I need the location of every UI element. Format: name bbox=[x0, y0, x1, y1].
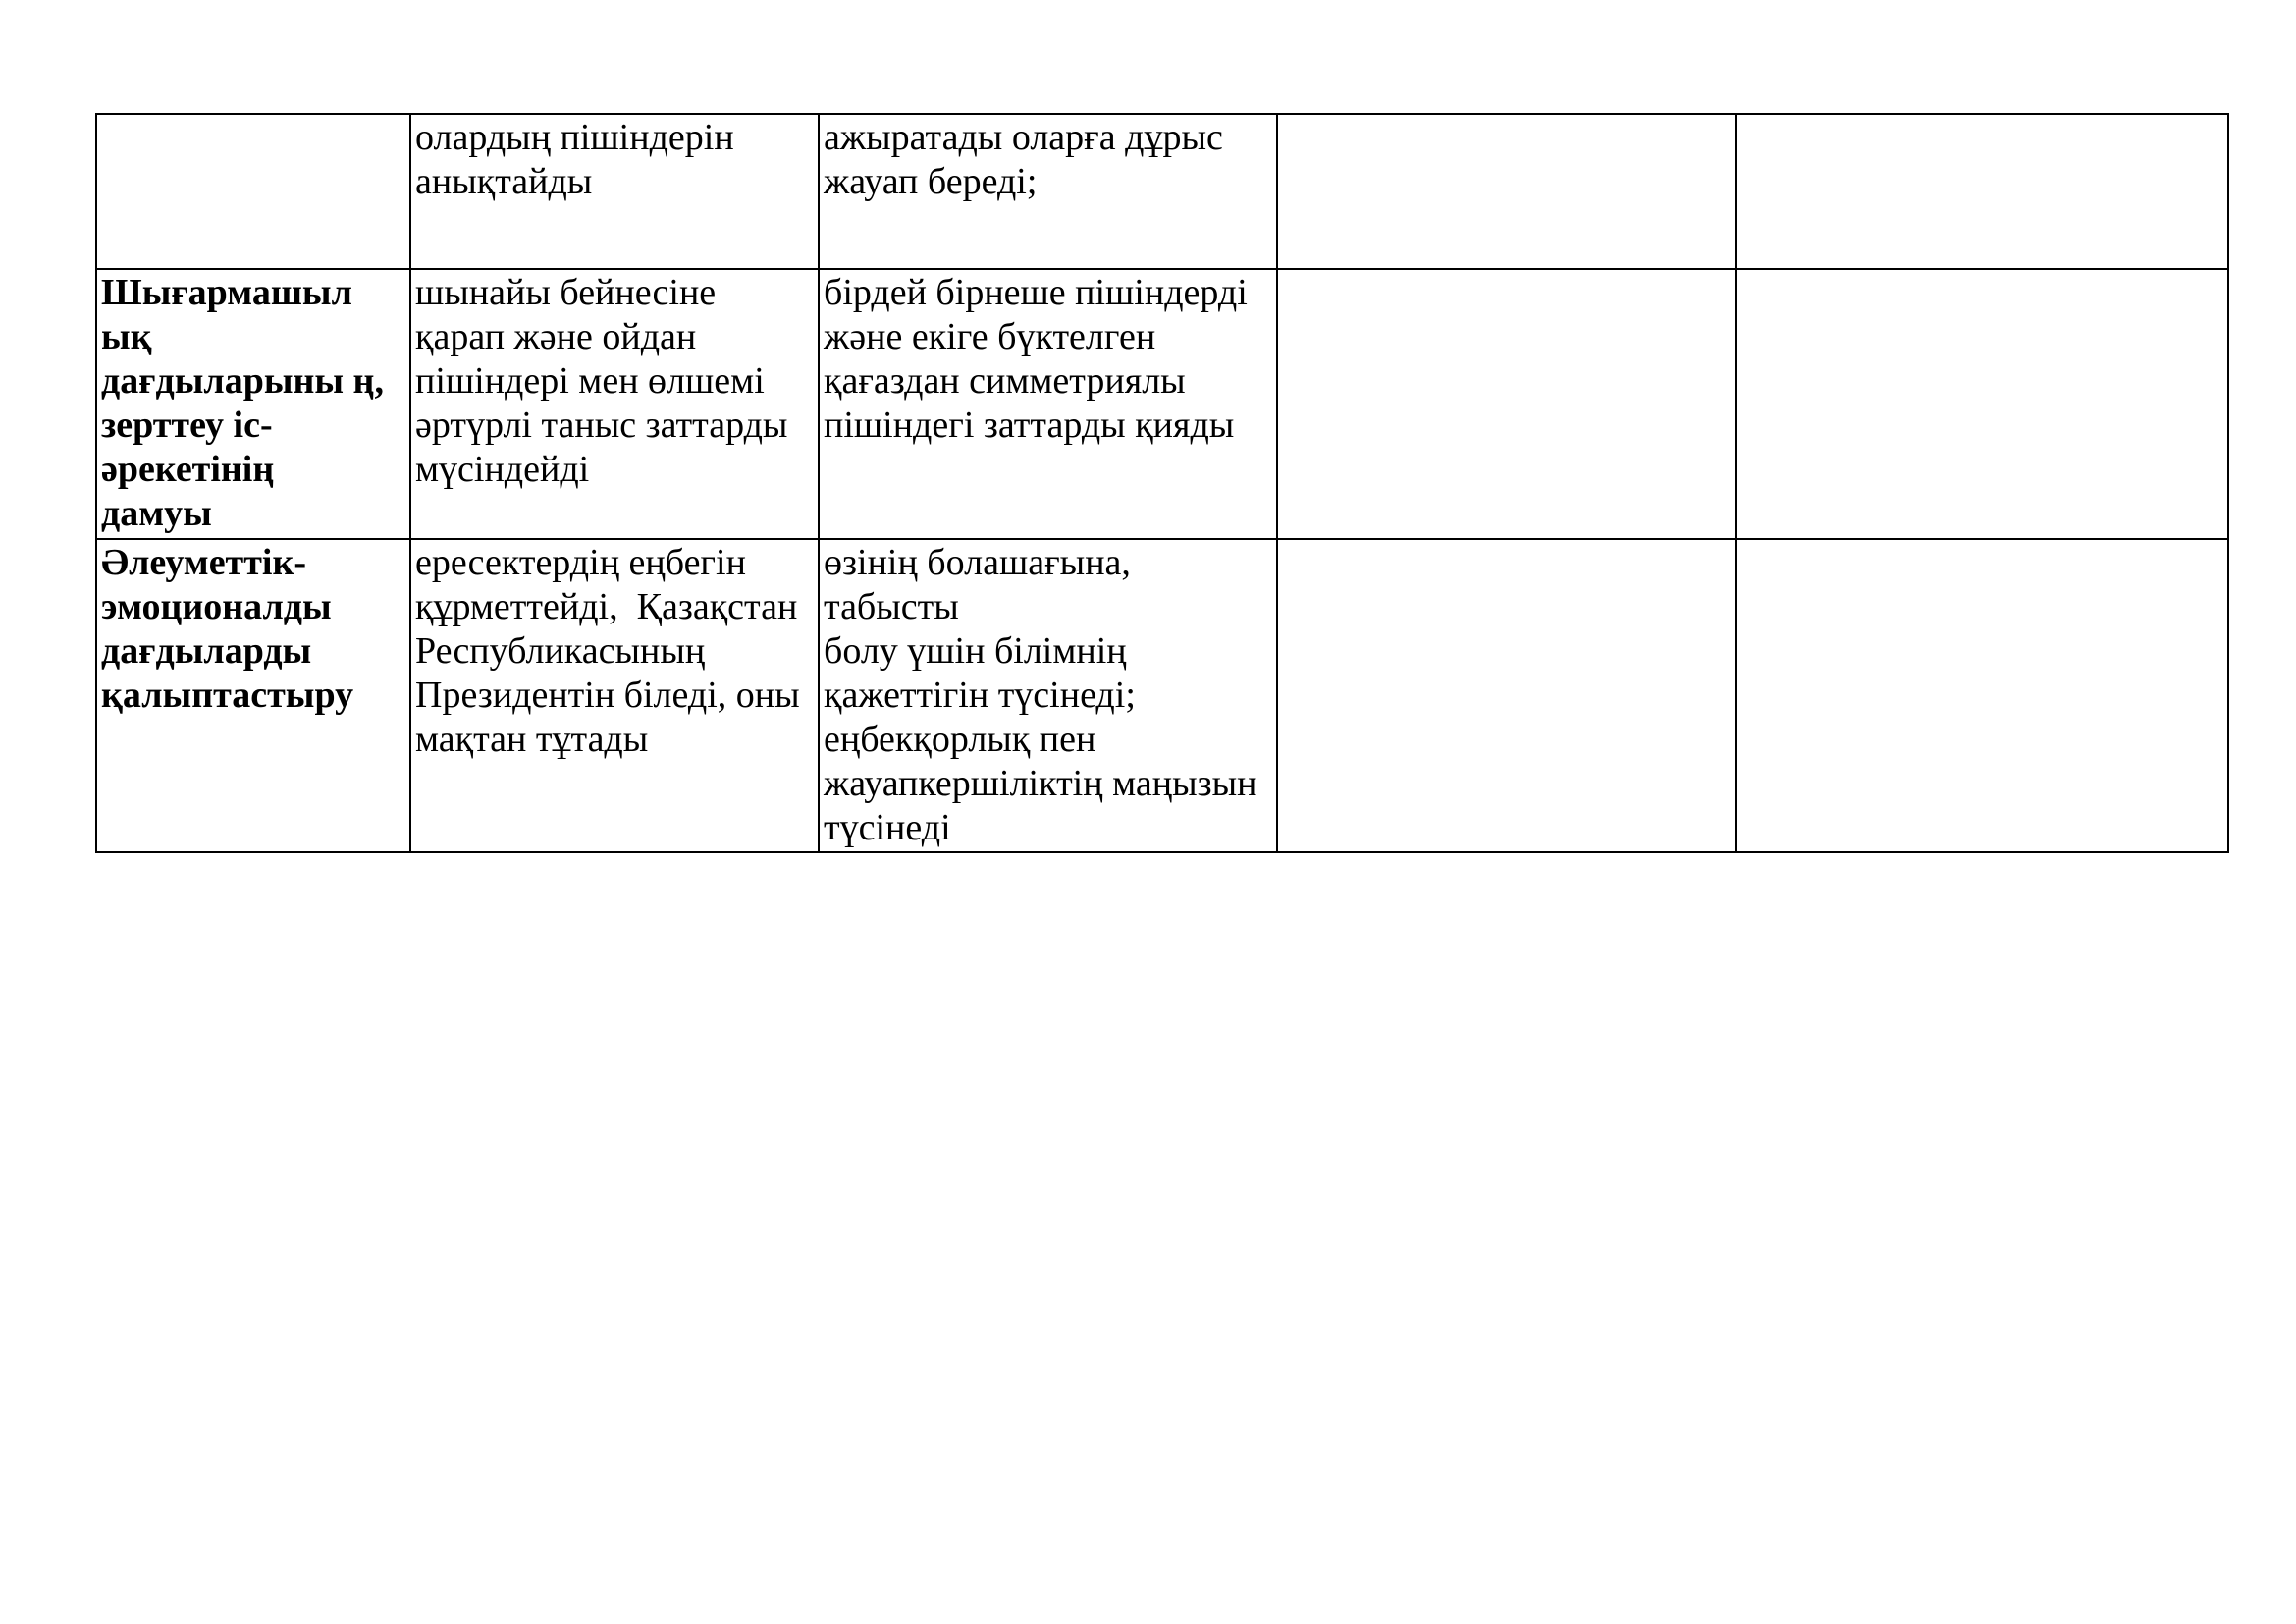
table-cell-skill-area: Шығармашыл ық дағдыларыны ң, зерттеу іс-… bbox=[95, 268, 411, 540]
table-cell: шынайы бейнесіне қарап және ойдан пішінд… bbox=[409, 268, 820, 540]
table-cell-empty bbox=[1276, 113, 1737, 270]
table-cell: ажыратады оларға дұрыс жауап береді; bbox=[818, 113, 1278, 270]
table-cell-skill-area: Әлеуметтік- эмоционалды дағдыларды қалып… bbox=[95, 538, 411, 853]
table-cell-empty bbox=[1276, 268, 1737, 540]
table-cell: өзінің болашағына, табысты болу үшін біл… bbox=[818, 538, 1278, 853]
assessment-table: олардың пішіндерін анықтайды ажыратады о… bbox=[95, 113, 2229, 853]
table-row: Шығармашыл ық дағдыларыны ң, зерттеу іс-… bbox=[95, 268, 2229, 540]
table-cell-empty bbox=[1276, 538, 1737, 853]
table-cell-empty bbox=[1735, 113, 2229, 270]
table-row: Әлеуметтік- эмоционалды дағдыларды қалып… bbox=[95, 538, 2229, 853]
table-cell-skill-area bbox=[95, 113, 411, 270]
table-cell-empty bbox=[1735, 268, 2229, 540]
table-cell: бірдей бірнеше пішіндерді және екіге бүк… bbox=[818, 268, 1278, 540]
table-cell: ересектердің еңбегін құрметтейді, Қазақс… bbox=[409, 538, 820, 853]
table-cell: олардың пішіндерін анықтайды bbox=[409, 113, 820, 270]
table-row: олардың пішіндерін анықтайды ажыратады о… bbox=[95, 113, 2229, 270]
table-cell-empty bbox=[1735, 538, 2229, 853]
